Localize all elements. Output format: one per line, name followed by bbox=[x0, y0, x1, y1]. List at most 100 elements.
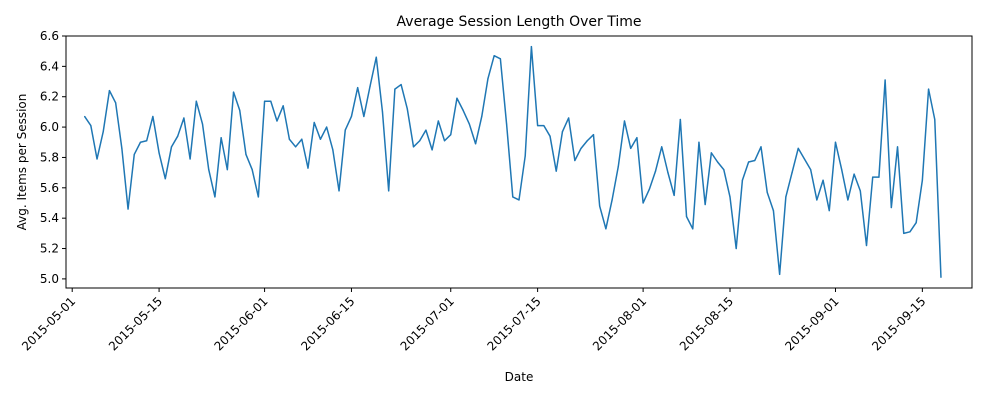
y-tick-label: 5.6 bbox=[40, 181, 59, 195]
data-point bbox=[816, 199, 818, 201]
data-point bbox=[555, 170, 557, 172]
data-point bbox=[232, 91, 235, 93]
data-point bbox=[239, 109, 241, 111]
x-tick-label: 2015-07-01 bbox=[398, 294, 457, 353]
data-point bbox=[859, 190, 861, 192]
data-point bbox=[661, 146, 663, 148]
data-point bbox=[158, 152, 160, 154]
data-point bbox=[208, 168, 210, 171]
data-point bbox=[183, 117, 185, 119]
data-point bbox=[847, 199, 849, 201]
y-tick-label: 5.2 bbox=[40, 242, 59, 256]
chart-title: Average Session Length Over Time bbox=[397, 14, 642, 30]
data-point bbox=[729, 196, 731, 198]
data-point bbox=[375, 56, 377, 58]
data-point bbox=[797, 147, 799, 149]
data-point bbox=[481, 115, 483, 118]
data-point bbox=[189, 158, 191, 160]
plot-area bbox=[83, 45, 942, 278]
data-point bbox=[605, 228, 607, 230]
data-point bbox=[295, 146, 297, 148]
data-point bbox=[288, 138, 290, 140]
data-point bbox=[301, 138, 303, 140]
data-point bbox=[518, 199, 520, 201]
data-point bbox=[276, 120, 278, 122]
data-point bbox=[121, 147, 123, 149]
data-point bbox=[474, 143, 477, 145]
data-point bbox=[909, 231, 911, 233]
data-point bbox=[400, 83, 402, 86]
x-tick-label: 2015-07-15 bbox=[485, 294, 544, 353]
data-point bbox=[921, 179, 923, 181]
data-point bbox=[884, 79, 886, 81]
data-point bbox=[146, 140, 148, 142]
x-tick-label: 2015-06-01 bbox=[211, 294, 270, 353]
data-point bbox=[716, 161, 719, 163]
data-point bbox=[723, 168, 725, 171]
data-point bbox=[810, 168, 812, 171]
data-point bbox=[673, 194, 675, 196]
data-point bbox=[872, 176, 874, 178]
x-axis-ticks: 2015-05-01 2015-05-15 2015-06-01 2015-06-15… bbox=[19, 288, 928, 353]
data-point bbox=[369, 85, 371, 87]
data-point bbox=[679, 118, 681, 121]
data-point bbox=[307, 167, 309, 169]
y-tick-label: 5.4 bbox=[40, 211, 59, 225]
data-point bbox=[214, 196, 216, 198]
data-point bbox=[853, 173, 855, 175]
data-point bbox=[580, 147, 582, 149]
data-point bbox=[617, 165, 619, 168]
data-point bbox=[270, 100, 272, 102]
data-point bbox=[841, 168, 843, 171]
data-point bbox=[170, 146, 173, 148]
data-point bbox=[710, 152, 712, 154]
data-point bbox=[772, 209, 775, 212]
y-tick-label: 6.2 bbox=[40, 90, 59, 104]
data-point bbox=[698, 141, 700, 143]
data-point bbox=[350, 115, 353, 118]
data-point bbox=[568, 117, 570, 119]
y-axis-ticks: 5.0 5.2 5.4 5.6 5.8 6.0 6.2 6.4 6.6 bbox=[40, 29, 66, 286]
x-tick-label: 2015-08-01 bbox=[590, 294, 649, 353]
data-point bbox=[586, 140, 588, 142]
data-point bbox=[381, 111, 384, 113]
data-point bbox=[363, 115, 365, 118]
data-point bbox=[357, 87, 359, 89]
data-point bbox=[84, 115, 86, 118]
data-point bbox=[468, 123, 470, 125]
data-point bbox=[201, 123, 204, 125]
data-point bbox=[251, 168, 253, 171]
data-point bbox=[648, 188, 650, 190]
data-point bbox=[245, 153, 247, 156]
data-point bbox=[642, 202, 644, 204]
data-point bbox=[133, 153, 135, 156]
data-point bbox=[177, 135, 179, 137]
data-point bbox=[667, 172, 669, 174]
data-point bbox=[425, 129, 427, 131]
data-point bbox=[282, 105, 284, 107]
data-point bbox=[903, 232, 905, 234]
series-line bbox=[83, 45, 942, 278]
data-point bbox=[530, 46, 533, 48]
data-point bbox=[760, 146, 762, 148]
data-point bbox=[443, 140, 446, 142]
data-point bbox=[779, 273, 781, 275]
data-point bbox=[90, 124, 92, 127]
data-point bbox=[735, 247, 737, 250]
data-point bbox=[828, 209, 830, 212]
data-point bbox=[313, 121, 315, 124]
data-point bbox=[574, 159, 576, 162]
data-point bbox=[152, 115, 154, 118]
data-point bbox=[537, 124, 539, 127]
data-point bbox=[692, 228, 694, 230]
y-tick-label: 5.8 bbox=[40, 150, 59, 164]
x-tick-label: 2015-05-15 bbox=[106, 294, 165, 353]
data-point bbox=[462, 109, 464, 111]
data-point bbox=[412, 146, 415, 148]
y-tick-label: 5.0 bbox=[40, 272, 59, 286]
data-point bbox=[543, 124, 545, 127]
x-tick-label: 2015-08-15 bbox=[677, 294, 736, 353]
data-point bbox=[865, 244, 868, 247]
plot-frame bbox=[65, 35, 973, 289]
